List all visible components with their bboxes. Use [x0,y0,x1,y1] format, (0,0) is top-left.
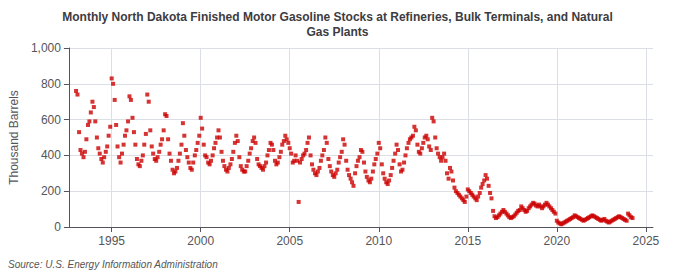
svg-text:Thousand Barrels: Thousand Barrels [7,90,21,185]
svg-text:600: 600 [41,113,61,127]
svg-text:200: 200 [41,184,61,198]
svg-text:Source: U.S. Energy Informatio: Source: U.S. Energy Information Administ… [8,259,218,270]
svg-text:1995: 1995 [98,234,125,248]
svg-text:2015: 2015 [454,234,481,248]
svg-text:0: 0 [54,220,61,234]
svg-text:2000: 2000 [187,234,214,248]
svg-text:2010: 2010 [365,234,392,248]
svg-text:2025: 2025 [633,234,660,248]
svg-text:800: 800 [41,77,61,91]
svg-text:2005: 2005 [276,234,303,248]
svg-text:1,000: 1,000 [31,41,61,55]
svg-text:Monthly North Dakota Finished: Monthly North Dakota Finished Motor Gaso… [62,10,613,24]
svg-text:400: 400 [41,148,61,162]
svg-text:Gas Plants: Gas Plants [306,25,368,39]
svg-text:2020: 2020 [543,234,570,248]
